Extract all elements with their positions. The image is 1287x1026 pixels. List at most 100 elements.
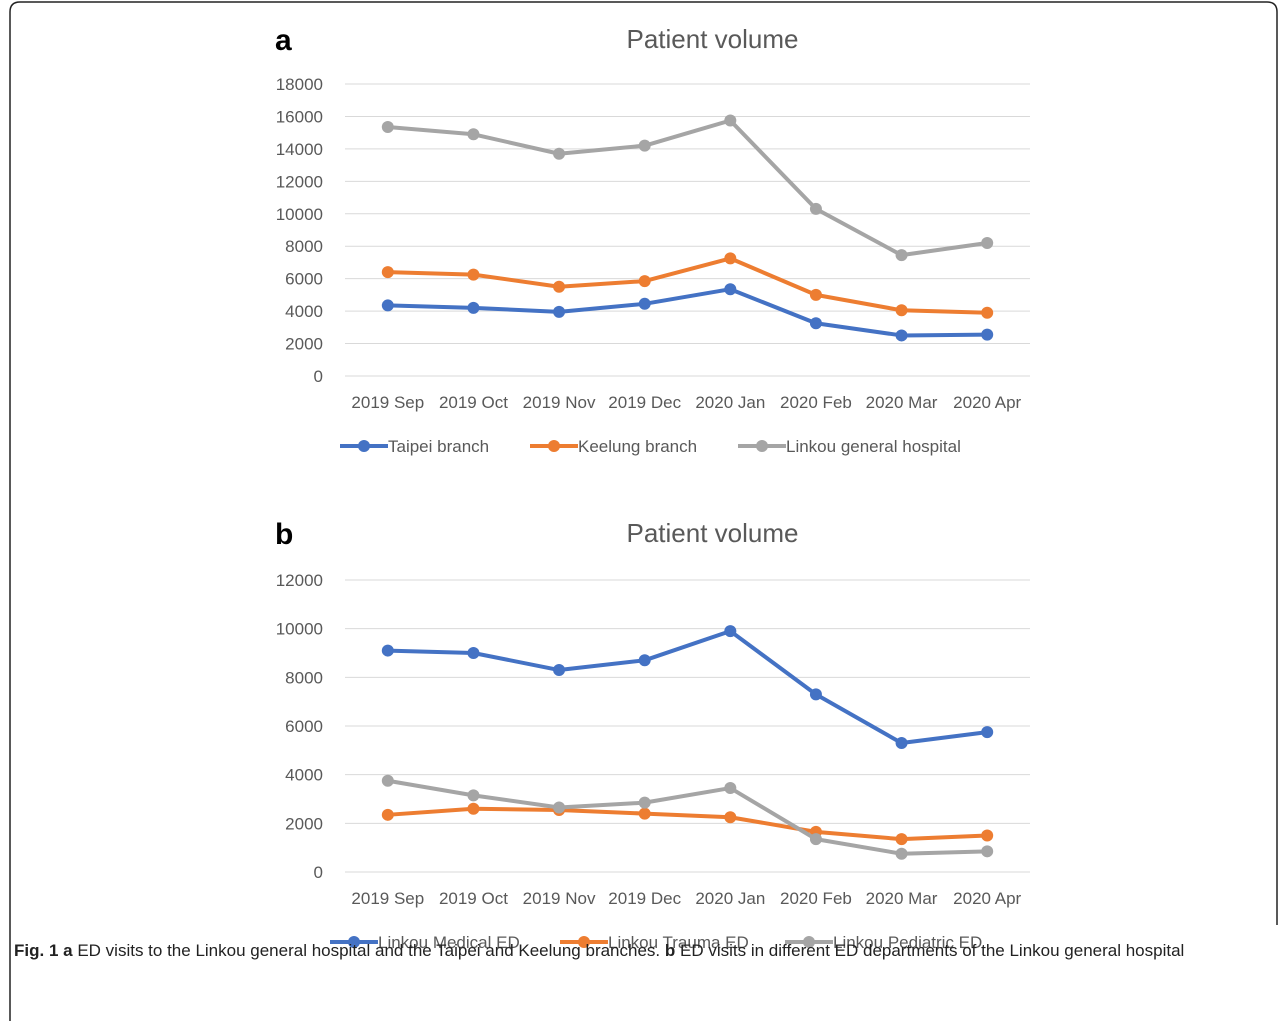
caption-part-b-letter: b — [664, 941, 676, 960]
legend-swatch-marker-a-3 — [756, 440, 768, 452]
y-tick-label-b: 8000 — [285, 668, 323, 687]
data-point-b-1 — [809, 688, 822, 701]
series-line-a-2 — [385, 256, 990, 315]
data-point-b-2 — [638, 807, 651, 820]
caption-figure-label: Fig. 1 — [14, 941, 59, 960]
legend-swatch-marker-b-3 — [803, 936, 815, 948]
x-tick-label-b: 2020 Feb — [780, 889, 852, 908]
x-tick-label-b: 2020 Mar — [866, 889, 938, 908]
legend-label-a-2: Keelung branch — [578, 437, 697, 456]
chart-title-a: Patient volume — [627, 24, 799, 54]
data-point-b-2 — [895, 833, 908, 846]
x-tick-label-a: 2020 Jan — [695, 393, 765, 412]
caption-part-a-text: ED visits to the Linkou general hospital… — [77, 941, 661, 960]
y-tick-label-a: 16000 — [276, 107, 323, 126]
data-point-a-2 — [553, 280, 566, 293]
data-point-a-2 — [895, 304, 908, 317]
legend-swatch-marker-a-2 — [548, 440, 560, 452]
data-point-b-2 — [724, 811, 737, 824]
x-tick-label-b: 2019 Oct — [439, 889, 508, 908]
data-point-b-1 — [467, 647, 480, 659]
panel-letter-b: b — [275, 518, 293, 551]
x-tick-label-b: 2020 Jan — [695, 889, 765, 908]
data-point-a-3 — [724, 114, 737, 127]
x-tick-label-b: 2020 Apr — [953, 889, 1021, 908]
data-point-a-1 — [981, 328, 994, 341]
y-tick-label-a: 8000 — [285, 237, 323, 256]
y-tick-label-a: 2000 — [285, 335, 323, 354]
x-tick-label-b: 2019 Dec — [608, 889, 681, 908]
x-tick-label-a: 2020 Feb — [780, 393, 852, 412]
x-tick-label-a: 2020 Mar — [866, 393, 938, 412]
data-point-a-2 — [638, 275, 651, 288]
x-tick-label-a: 2019 Nov — [523, 393, 596, 412]
x-tick-label-b: 2019 Sep — [351, 889, 424, 908]
data-point-b-1 — [981, 726, 994, 739]
legend-label-b-1: Linkou Medical ED — [378, 933, 520, 952]
data-point-a-3 — [895, 249, 908, 262]
data-point-a-1 — [895, 329, 908, 342]
data-point-b-1 — [638, 654, 651, 667]
data-point-a-1 — [809, 317, 822, 330]
data-point-b-3 — [467, 789, 480, 802]
data-point-a-3 — [638, 139, 651, 152]
x-tick-label-a: 2019 Dec — [608, 393, 681, 412]
x-tick-label-a: 2019 Sep — [351, 393, 424, 412]
data-point-a-2 — [724, 252, 737, 265]
data-point-b-3 — [724, 782, 737, 795]
y-tick-label-b: 10000 — [276, 620, 323, 639]
legend-label-b-3: Linkou Pediatric ED — [833, 933, 982, 952]
data-point-a-2 — [981, 306, 994, 319]
data-point-b-3 — [381, 774, 394, 787]
legend-swatch-marker-b-2 — [578, 936, 590, 948]
legend-label-a-1: Taipei branch — [388, 437, 489, 456]
data-point-b-1 — [895, 737, 908, 750]
y-tick-label-a: 12000 — [276, 172, 323, 191]
data-point-a-1 — [553, 305, 566, 318]
y-tick-label-b: 4000 — [285, 766, 323, 785]
legend-swatch-marker-a-1 — [358, 440, 370, 452]
data-point-b-1 — [724, 625, 737, 638]
data-point-b-3 — [553, 801, 566, 814]
y-tick-label-b: 0 — [314, 863, 323, 882]
figure-caption: Fig. 1 a ED visits to the Linkou general… — [14, 938, 1264, 963]
data-point-a-3 — [381, 120, 394, 133]
y-tick-label-b: 12000 — [276, 571, 323, 590]
series-line-a-1 — [385, 287, 990, 338]
caption-part-b-text: ED visits in different ED departments of… — [680, 941, 1185, 960]
data-point-a-2 — [381, 266, 394, 279]
y-tick-label-a: 14000 — [276, 140, 323, 159]
chart-panel-b: b Patient volume 0 2000 4000 6000 8000 10000 120… — [275, 518, 1030, 952]
caption-part-a-letter: a — [63, 941, 73, 960]
data-point-b-1 — [553, 664, 566, 677]
data-point-b-2 — [381, 808, 394, 821]
y-tick-label-a: 4000 — [285, 302, 323, 321]
data-point-a-2 — [809, 288, 822, 301]
data-point-a-1 — [638, 297, 651, 310]
x-tick-label-a: 2020 Apr — [953, 393, 1021, 412]
data-point-a-2 — [467, 268, 480, 281]
data-point-a-1 — [724, 283, 737, 296]
figure-border — [9, 1, 1278, 1021]
data-point-b-2 — [981, 829, 994, 842]
y-tick-label-a: 18000 — [276, 75, 323, 94]
data-point-b-3 — [895, 847, 908, 860]
y-tick-label-b: 6000 — [285, 717, 323, 736]
chart-title-b: Patient volume — [627, 518, 799, 548]
data-point-a-1 — [467, 301, 480, 314]
data-point-b-2 — [467, 802, 480, 815]
data-point-a-3 — [981, 236, 994, 249]
series-line-b-2 — [385, 806, 990, 842]
data-point-b-3 — [809, 833, 822, 846]
series-line-b-1 — [385, 629, 990, 746]
y-tick-label-b: 2000 — [285, 814, 323, 833]
data-point-a-3 — [553, 147, 566, 160]
data-point-a-1 — [381, 299, 394, 312]
data-point-a-3 — [467, 128, 480, 141]
data-point-b-3 — [981, 845, 994, 858]
y-tick-label-a: 6000 — [285, 270, 323, 289]
legend-label-b-2: Linkou Trauma ED — [608, 933, 749, 952]
data-point-a-3 — [809, 202, 822, 215]
